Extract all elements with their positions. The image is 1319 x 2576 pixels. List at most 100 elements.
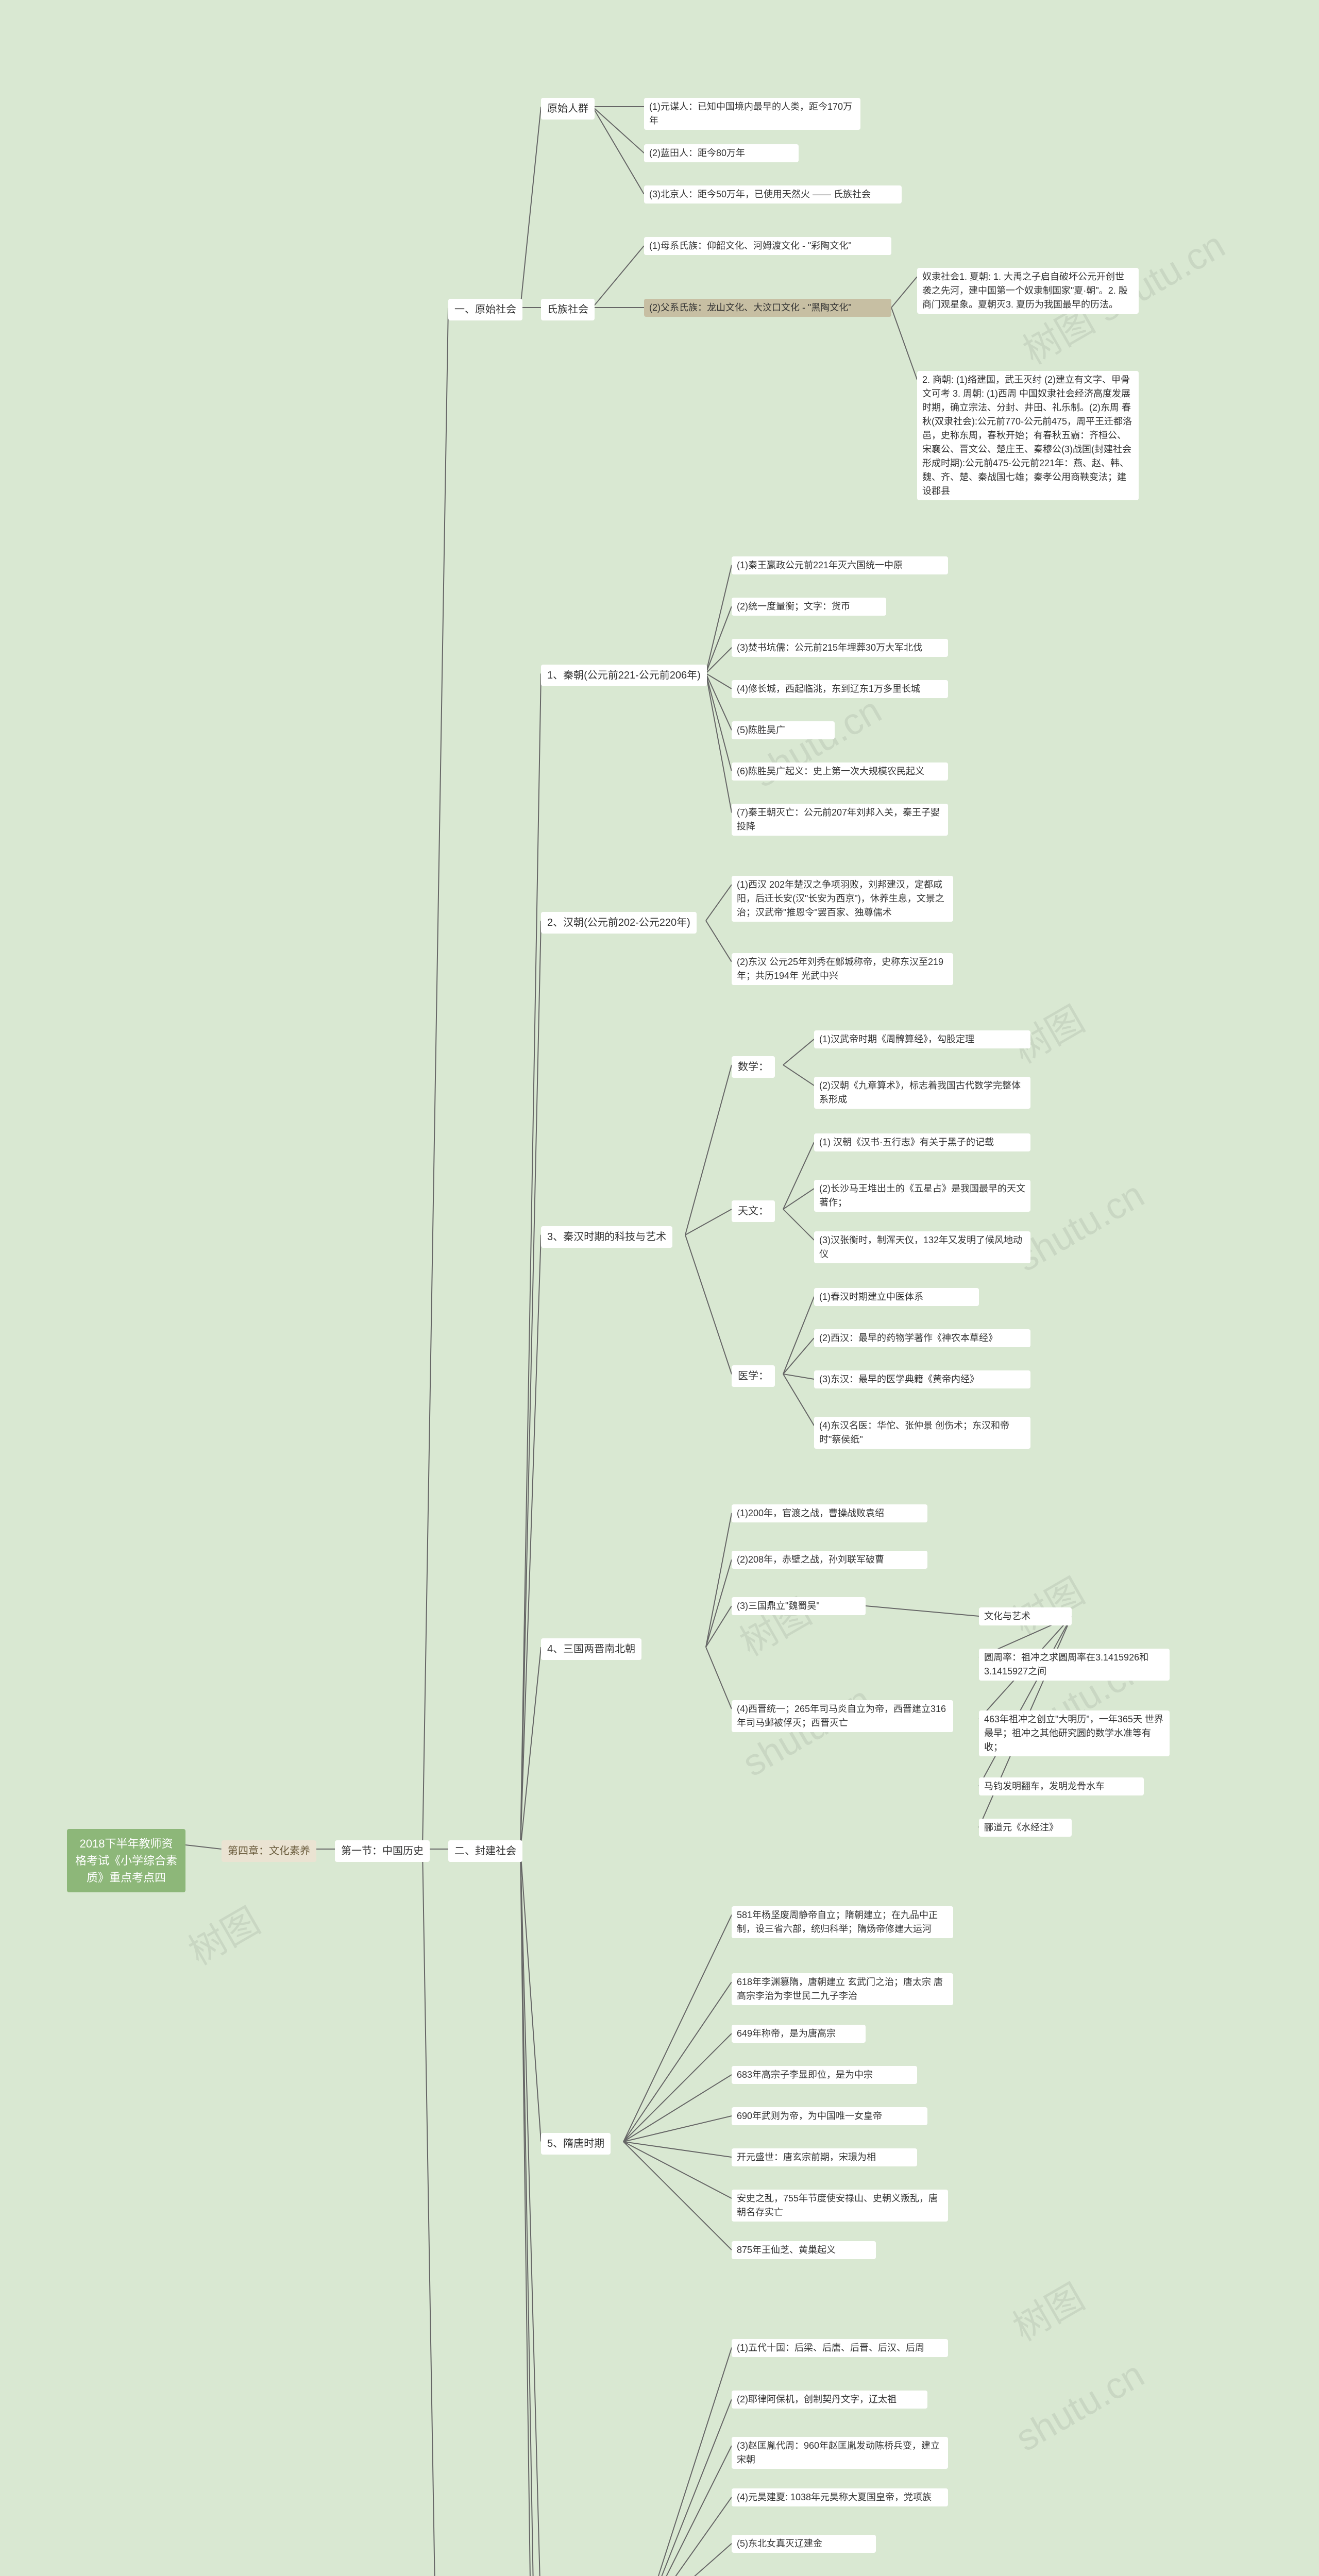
edge xyxy=(783,1374,815,1426)
tree-node[interactable]: (1)汉武帝时期《周髀算经》，勾股定理 xyxy=(814,1030,1030,1048)
tree-node[interactable]: (2)父系氏族：龙山文化、大汶口文化 - "黑陶文化" xyxy=(644,299,891,317)
edge xyxy=(623,2033,732,2142)
edge xyxy=(783,1374,814,1380)
tree-node[interactable]: 581年杨坚废周静帝自立；隋朝建立；在九品中正制，设三省六部，统归科举；隋炀帝修… xyxy=(732,1906,953,1938)
tree-node[interactable]: (3)三国鼎立"魏蜀吴" xyxy=(732,1597,866,1615)
section-node[interactable]: 第一节：中国历史 xyxy=(335,1840,430,1862)
tree-node[interactable]: 2. 商朝: (1)络建国，武王灭纣 (2)建立有文字、甲骨文可考 3. 周朝:… xyxy=(917,371,1139,500)
tree-node[interactable]: 2、汉朝(公元前202-公元220年) xyxy=(541,912,697,934)
tree-node[interactable]: 618年李渊篡隋，唐朝建立 玄武门之治；唐太宗 唐高宗李治为李世民二九子李治 xyxy=(732,1973,953,2005)
tree-node[interactable]: (4)修长城，西起临洮，东到辽东1万多里长城 xyxy=(732,680,948,698)
tree-node[interactable]: (4)东汉名医：华佗、张仲景 创伤术；东汉和帝时"蔡侯纸" xyxy=(814,1417,1030,1449)
tree-node[interactable]: (1)元谋人：已知中国境内最早的人类，距今170万年 xyxy=(644,98,860,130)
tree-node[interactable]: 二、封建社会 xyxy=(448,1840,522,1862)
edge xyxy=(705,647,732,673)
tree-node[interactable]: 3、秦汉时期的科技与艺术 xyxy=(541,1226,672,1248)
tree-node[interactable]: 圆周率：祖冲之求圆周率在3.1415926和3.1415927之间 xyxy=(979,1649,1170,1681)
tree-node[interactable]: (3)东汉：最早的医学典籍《黄帝内经》 xyxy=(814,1370,1030,1388)
tree-node[interactable]: (1)春汉时期建立中医体系 xyxy=(814,1288,979,1306)
edge xyxy=(520,107,542,308)
edge xyxy=(783,1297,815,1375)
edge xyxy=(623,1981,732,2142)
tree-node[interactable]: (2)蓝田人：距今80万年 xyxy=(644,144,799,162)
tree-node[interactable]: 5、隋唐时期 xyxy=(541,2133,611,2155)
edge xyxy=(783,1064,814,1086)
tree-node[interactable]: (2)西汉：最早的药物学著作《神农本草经》 xyxy=(814,1329,1030,1347)
edge xyxy=(685,1065,732,1235)
watermark: 树图 xyxy=(1001,2267,1092,2351)
mindmap-canvas: 树图 shutu.cnshutu.cn树图shutu.cn树图shutu.cn树… xyxy=(0,0,1319,2576)
edge xyxy=(685,1209,732,1235)
tree-node[interactable]: 原始人群 xyxy=(541,98,595,120)
tree-node[interactable]: 683年高宗子李显即位，是为中宗 xyxy=(732,2066,917,2084)
tree-node[interactable]: (5)陈胜吴广 xyxy=(732,721,835,739)
tree-node[interactable]: (5)东北女真灭辽建金 xyxy=(732,2535,876,2553)
tree-node[interactable]: 一、原始社会 xyxy=(448,299,522,320)
tree-node[interactable]: (1)母系氏族：仰韶文化、河姆渡文化 - "彩陶文化" xyxy=(644,237,891,255)
tree-node[interactable]: 690年武则为帝，为中国唯一女皇帝 xyxy=(732,2107,927,2125)
edge xyxy=(520,921,542,1849)
tree-node[interactable]: (2)东汉 公元25年刘秀在鄗城称帝，史称东汉至219年；共历194年 光武中兴 xyxy=(732,953,953,985)
tree-node[interactable]: (2)耶律阿保机，创制契丹文字，辽太祖 xyxy=(732,2391,927,2409)
edge xyxy=(593,307,644,308)
tree-node[interactable]: 开元盛世：唐玄宗前期，宋璟为相 xyxy=(732,2148,917,2166)
edge xyxy=(685,1235,732,1375)
tree-node[interactable]: (1) 汉朝《汉书·五行志》有关于黑子的记载 xyxy=(814,1133,1030,1151)
tree-node[interactable]: 649年称帝，是为唐高宗 xyxy=(732,2025,866,2043)
edge xyxy=(422,308,449,1849)
tree-node[interactable]: (1)五代十国：后梁、后唐、后晋、后汉、后周 xyxy=(732,2339,948,2357)
watermark: 树图 xyxy=(1001,1562,1092,1646)
edge xyxy=(705,565,732,673)
edge xyxy=(705,884,732,921)
tree-node[interactable]: 文化与艺术 xyxy=(979,1607,1072,1625)
edge xyxy=(891,276,918,308)
tree-node[interactable]: (6)陈胜吴广起义：史上第一次大规模农民起义 xyxy=(732,762,948,781)
edge xyxy=(705,1560,732,1648)
edge xyxy=(783,1337,815,1374)
tree-node[interactable]: 马钧发明翻车，发明龙骨水车 xyxy=(979,1777,1144,1795)
edge xyxy=(623,2141,732,2250)
tree-node[interactable]: (3)焚书坑儒：公元前215年埋葬30万大军北伐 xyxy=(732,639,948,657)
edge xyxy=(592,106,645,194)
tree-node[interactable]: 安史之乱，755年节度使安禄山、史朝义叛乱，唐朝名存实亡 xyxy=(732,2190,948,2222)
watermark: 树图 xyxy=(177,1891,268,1975)
tree-node[interactable]: 郦道元《水经注》 xyxy=(979,1819,1072,1837)
edge xyxy=(783,1039,814,1065)
chapter-node[interactable]: 第四章：文化素养 xyxy=(222,1840,316,1862)
tree-node[interactable]: (4)西晋统一；265年司马炎自立为帝，西晋建立316年司马邺被俘灭；西晋灭亡 xyxy=(732,1700,953,1732)
edge xyxy=(185,1844,222,1850)
watermark: shutu.cn xyxy=(1009,2353,1152,2460)
tree-node[interactable]: (2)208年，赤壁之战，孙刘联军破曹 xyxy=(732,1551,927,1569)
tree-node[interactable]: 463年祖冲之创立"大明历"，一年365天 世界最早；祖冲之其他研究圆的数学水准… xyxy=(979,1710,1170,1756)
tree-node[interactable]: 1、秦朝(公元前221-公元前206年) xyxy=(541,665,707,686)
tree-node[interactable]: (2)汉朝《九章算术》，标志着我国古代数学完整体系形成 xyxy=(814,1077,1030,1109)
tree-node[interactable]: (3)北京人：距今50万年，已使用天然火 —— 氏族社会 xyxy=(644,185,902,204)
tree-node[interactable]: (4)元昊建夏: 1038年元昊称大夏国皇帝，党项族 xyxy=(732,2488,948,2506)
tree-node[interactable]: 数学： xyxy=(732,1056,775,1078)
edge xyxy=(644,2399,732,2576)
tree-node[interactable]: 4、三国两晋南北朝 xyxy=(541,1638,641,1660)
tree-node[interactable]: (3)赵匡胤代周：960年赵匡胤发动陈桥兵变，建立宋朝 xyxy=(732,2437,948,2469)
tree-node[interactable]: (2)统一度量衡；文字：货币 xyxy=(732,598,886,616)
tree-node[interactable]: 奴隶社会1. 夏朝: 1. 大禹之子启自破坏公元开创世袭之先河，建中国第一个奴隶… xyxy=(917,268,1139,314)
edge xyxy=(520,307,541,308)
tree-node[interactable]: (2)长沙马王堆出土的《五星占》是我国最早的天文著作； xyxy=(814,1180,1030,1212)
edge xyxy=(520,1235,542,1849)
edge xyxy=(422,1849,449,2576)
tree-node[interactable]: 875年王仙芝、黄巢起义 xyxy=(732,2241,876,2259)
tree-node[interactable]: (1)西汉 202年楚汉之争项羽败，刘邦建汉，定都咸阳，后迁长安(汉"长安为西京… xyxy=(732,876,953,922)
tree-node[interactable]: 氏族社会 xyxy=(541,299,595,320)
edge xyxy=(705,920,732,962)
edge xyxy=(783,1209,814,1240)
tree-node[interactable]: 天文： xyxy=(732,1200,775,1222)
root-node[interactable]: 2018下半年教师资格考试《小学综合素质》重点考点四 xyxy=(67,1829,185,1892)
edge xyxy=(705,673,732,812)
tree-node[interactable]: (7)秦王朝灭亡：公元前207年刘邦入关，秦王子婴投降 xyxy=(732,804,948,836)
tree-node[interactable]: (3)汉张衡时，制浑天仪，132年又发明了候风地动仪 xyxy=(814,1231,1030,1263)
tree-node[interactable]: (1)秦王嬴政公元前221年灭六国统一中原 xyxy=(732,556,948,574)
edge xyxy=(891,308,918,380)
tree-node[interactable]: 医学： xyxy=(732,1365,775,1387)
edge xyxy=(592,106,644,153)
tree-node[interactable]: (1)200年，官渡之战，曹操战败袁绍 xyxy=(732,1504,927,1522)
edge xyxy=(592,245,645,308)
